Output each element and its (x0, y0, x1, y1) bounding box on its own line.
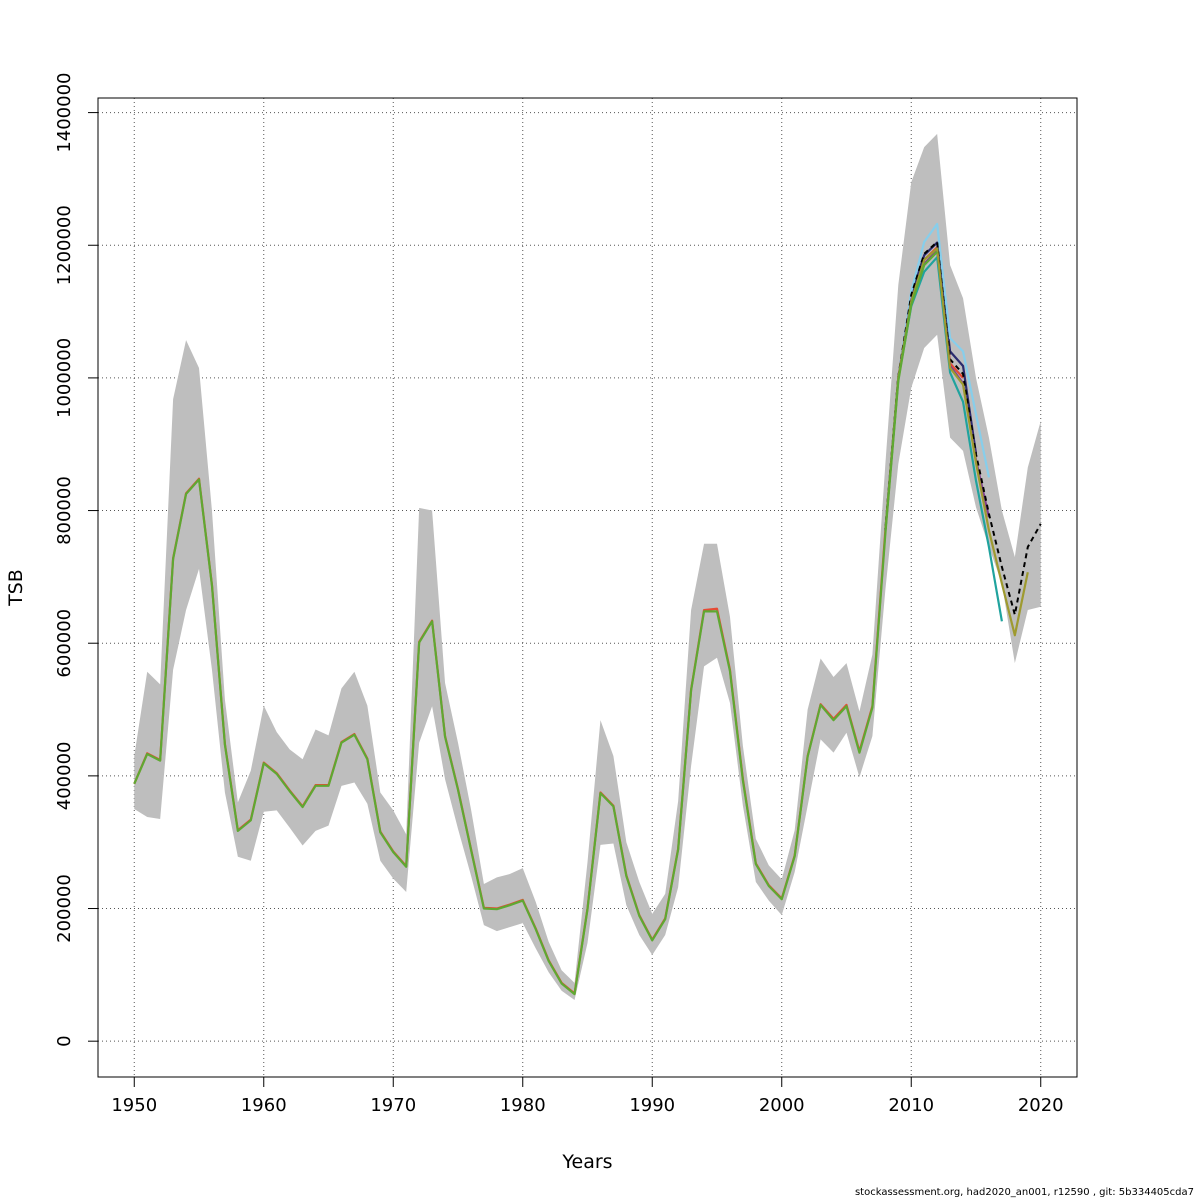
series-line-6 (884, 240, 1042, 616)
y-tick-label-0: 0 (54, 1035, 75, 1046)
series-layer (133, 222, 1042, 996)
x-tick-label-1970: 1970 (370, 1095, 416, 1116)
x-tick-label-1950: 1950 (111, 1095, 157, 1116)
y-tick-label-1400000: 1400000 (54, 73, 75, 153)
series-line-1 (133, 246, 964, 995)
axes: 1950 1960 1970 1980 1990 2000 2010 2020 0 200000 4… (54, 73, 1064, 1116)
x-tick-label-2010: 2010 (888, 1095, 934, 1116)
series-line-8 (133, 251, 938, 996)
y-tick-label-1200000: 1200000 (54, 205, 75, 285)
x-tick-label-1960: 1960 (241, 1095, 287, 1116)
x-axis-title: Years (561, 1151, 612, 1173)
y-tick-label-800000: 800000 (54, 476, 75, 545)
x-tick-label-1990: 1990 (629, 1095, 675, 1116)
y-tick-label-400000: 400000 (54, 742, 75, 811)
confidence-band (134, 133, 1041, 1001)
y-axis-title: TSB (5, 569, 27, 607)
y-tick-label-200000: 200000 (54, 874, 75, 943)
plot-frame (97, 97, 1078, 1078)
y-tick-label-1000000: 1000000 (54, 338, 75, 418)
x-tick-label-1980: 1980 (500, 1095, 546, 1116)
footer-credit: stockassessment.org, had2020_an001, r125… (854, 1187, 1194, 1198)
x-tick-label-2020: 2020 (1018, 1095, 1064, 1116)
x-tick-label-2000: 2000 (759, 1095, 805, 1116)
confidence-band-layer (134, 133, 1041, 1001)
y-tick-label-600000: 600000 (54, 609, 75, 678)
